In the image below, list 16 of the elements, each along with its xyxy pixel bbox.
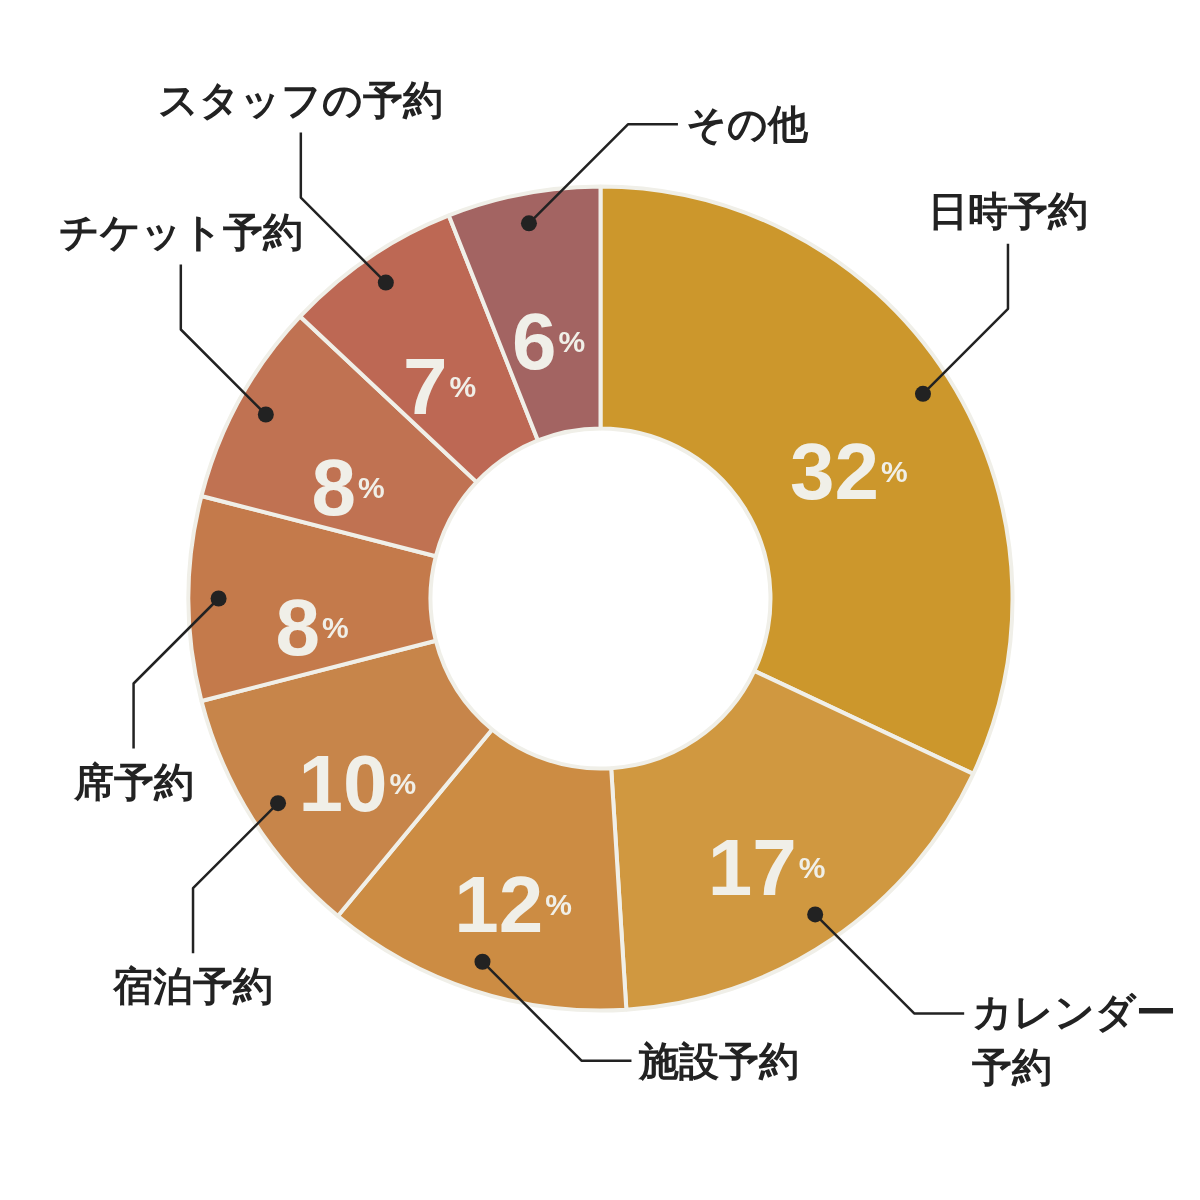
data-label: 32%: [790, 426, 908, 516]
data-label: 7%: [402, 342, 477, 432]
data-label: 8%: [311, 442, 385, 532]
data-label: 12%: [454, 859, 573, 949]
slice-label: スタッフの予約: [158, 76, 444, 123]
slice-label: 施設予約: [638, 1037, 800, 1084]
slice-label: その他: [685, 101, 809, 148]
data-label: 17%: [707, 823, 826, 913]
data-label: 10%: [298, 738, 417, 828]
slice-label: 席予約: [72, 758, 194, 805]
slice-label: カレンダー予約: [971, 988, 1177, 1090]
slice-label: チケット予約: [58, 208, 303, 255]
data-label: 8%: [275, 582, 349, 672]
slice-label: 宿泊予約: [112, 963, 274, 1010]
data-label: 6%: [512, 296, 586, 386]
slice-label: 日時予約: [927, 187, 1088, 234]
